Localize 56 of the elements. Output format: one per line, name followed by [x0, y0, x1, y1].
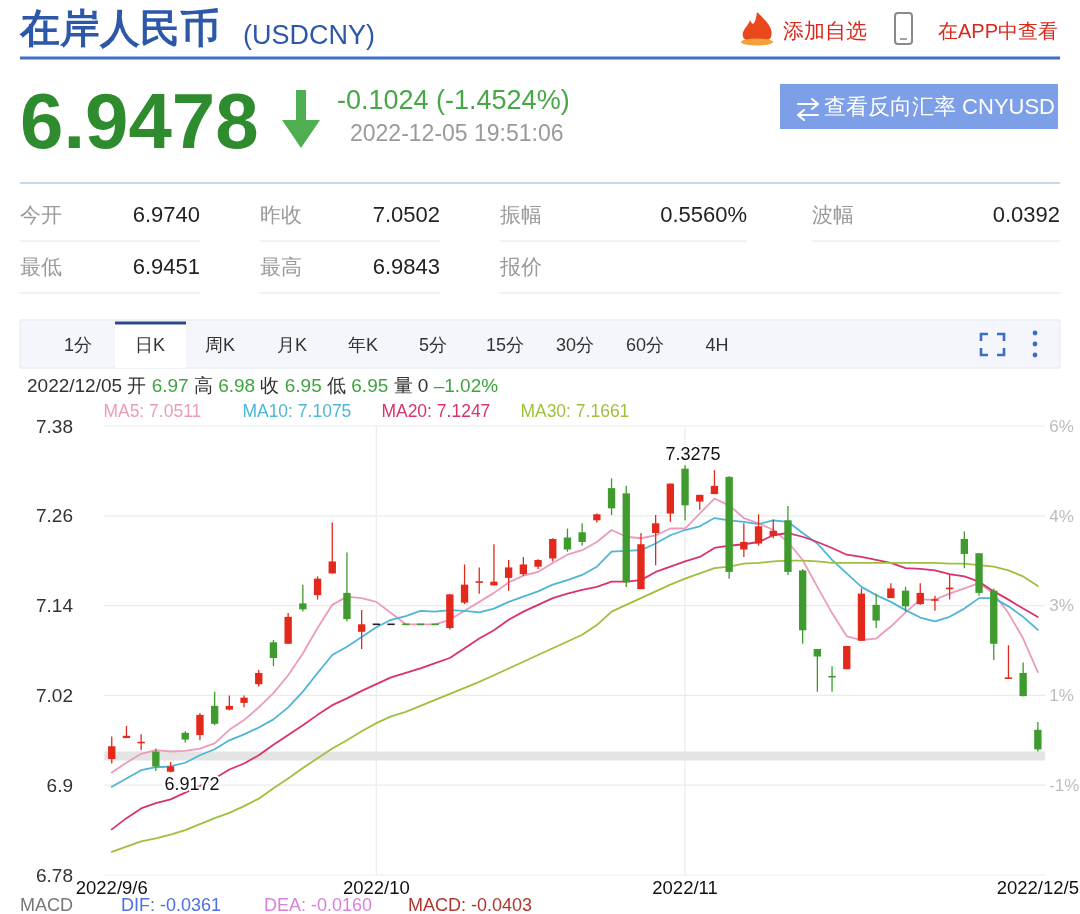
tab-label: 30分 — [556, 335, 594, 355]
y-tick-label: 7.38 — [36, 415, 73, 437]
stat-label: 波幅 — [812, 203, 854, 226]
stat-value: 0.0392 — [992, 202, 1060, 227]
y2-tick-label: 6% — [1049, 417, 1074, 436]
button-label-add-watchlist: 添加自选 — [783, 19, 867, 42]
legend-item: MA10: 7.1075 — [242, 401, 352, 421]
legend-item: MA5: 7.0511 — [103, 401, 202, 421]
macd-info: MACD: -0.0403 — [408, 895, 533, 914]
stat-label: 昨收 — [260, 203, 302, 226]
title: 在岸人民币 — [20, 6, 220, 50]
ohlc-info: 2022/12/05 开 6.97 高 6.98 收 6.95 低 6.95 量 0 –1.02% — [27, 375, 499, 396]
timestamp: 2022-12-05 19:51:06 — [350, 120, 564, 146]
stat-value: 6.9843 — [372, 254, 440, 279]
stat-value: 6.9451 — [132, 254, 200, 279]
stat-value: 7.0502 — [372, 202, 440, 227]
stat-value: 0.5560% — [660, 202, 747, 227]
macd-info: DIF: -0.0361 — [121, 895, 222, 914]
button-label-inverse-rate: 查看反向汇率 CNYUSD — [824, 94, 1055, 119]
tab-label: 月K — [277, 335, 307, 355]
stat-label: 振幅 — [500, 203, 542, 226]
price: 6.9478 — [20, 77, 259, 165]
x-tick-label: 2022/9/6 — [75, 877, 148, 898]
tab-label: 1分 — [64, 335, 92, 355]
annotation: 7.3275 — [665, 444, 721, 465]
x-tick-label: 2022/11 — [652, 877, 718, 898]
y2-tick-label: 4% — [1049, 506, 1074, 526]
stat-label: 最高 — [260, 255, 302, 278]
change: -0.1024 (-1.4524%) — [337, 85, 570, 115]
tab-label: 15分 — [486, 335, 524, 355]
y2-tick-label: 3% — [1049, 596, 1074, 616]
tab-label: 年K — [348, 335, 378, 355]
macd-info: MACD — [20, 895, 73, 914]
tab-label: 4H — [705, 335, 729, 355]
tab-label: 日K — [135, 335, 165, 355]
x-tick-label: 2022/10 — [342, 877, 410, 898]
y-tick-label: 7.14 — [36, 595, 73, 617]
button-label-view-in-app: 在APP中查看 — [937, 20, 1058, 42]
y-tick-label: 7.26 — [36, 505, 73, 527]
legend-item: MA20: 7.1247 — [381, 401, 491, 421]
y-tick-label: 7.02 — [36, 684, 73, 706]
macd-info: DEA: -0.0160 — [264, 895, 373, 914]
y-tick-label: 6.9 — [46, 774, 73, 796]
stat-label: 最低 — [20, 255, 62, 278]
subtitle: (USDCNY) — [243, 20, 375, 50]
stat-label: 报价 — [500, 255, 542, 278]
legend-item: MA30: 7.1661 — [520, 401, 630, 421]
y2-tick-label: -1% — [1049, 776, 1080, 796]
y2-tick-label: 1% — [1049, 686, 1074, 706]
x-tick-label: 2022/12/5 — [996, 877, 1079, 898]
tab-label: 5分 — [419, 335, 447, 355]
stat-value: 6.9740 — [132, 202, 200, 227]
stat-label: 今开 — [20, 203, 62, 226]
tab-label: 周K — [205, 335, 235, 355]
tab-label: 60分 — [626, 335, 664, 355]
y-tick-label: 6.78 — [36, 864, 73, 886]
